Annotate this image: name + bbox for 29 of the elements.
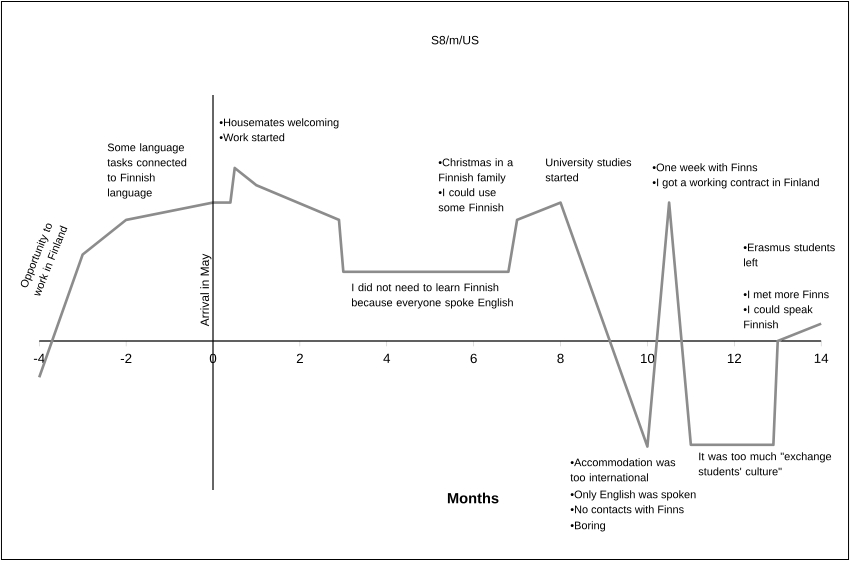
annotation: •I could use some Finnish bbox=[438, 188, 504, 212]
text: •Housemates welcoming bbox=[220, 118, 338, 128]
text: It was too much "exchange students' culture" bbox=[698, 452, 832, 476]
x-tick-label: 2 bbox=[296, 354, 303, 364]
x-tick-label: -2 bbox=[120, 354, 132, 364]
annotation: •Erasmus students left bbox=[744, 243, 835, 266]
annotation: University studies started bbox=[546, 158, 632, 182]
chart-title: S8/m/US bbox=[432, 36, 478, 44]
annotation: •One week with Finns bbox=[652, 163, 758, 172]
x-tick-label: 8 bbox=[557, 354, 564, 364]
text: •No contacts with Finns bbox=[570, 505, 684, 514]
annotation: Some language tasks connected to Finnish language bbox=[107, 143, 186, 199]
x-tick-label: 14 bbox=[814, 354, 828, 363]
annotation: I did not need to learn Finnish because everyone spoke English bbox=[352, 283, 513, 309]
x-tick-label: 6 bbox=[470, 354, 477, 364]
annotation: •I met more Finns bbox=[744, 290, 829, 298]
text: •Work started bbox=[220, 133, 284, 142]
annotation: •Christmas in a Finnish family bbox=[438, 158, 514, 184]
x-axis-title: Months bbox=[448, 492, 498, 504]
annotation: •I got a working contract in Finland bbox=[652, 178, 819, 188]
annotation: •I could speak Finnish bbox=[744, 305, 813, 328]
x-tick-label: 4 bbox=[383, 354, 390, 363]
text: •Accommodation was too international bbox=[570, 458, 676, 482]
text: •Only English was spoken bbox=[570, 490, 696, 500]
ref-line-label: Arrival in May bbox=[200, 254, 212, 326]
x-tick-label: -4 bbox=[34, 354, 45, 363]
x-tick-label: 12 bbox=[728, 354, 742, 364]
text: •Boring bbox=[570, 521, 605, 532]
x-tick-label: 10 bbox=[641, 354, 654, 364]
